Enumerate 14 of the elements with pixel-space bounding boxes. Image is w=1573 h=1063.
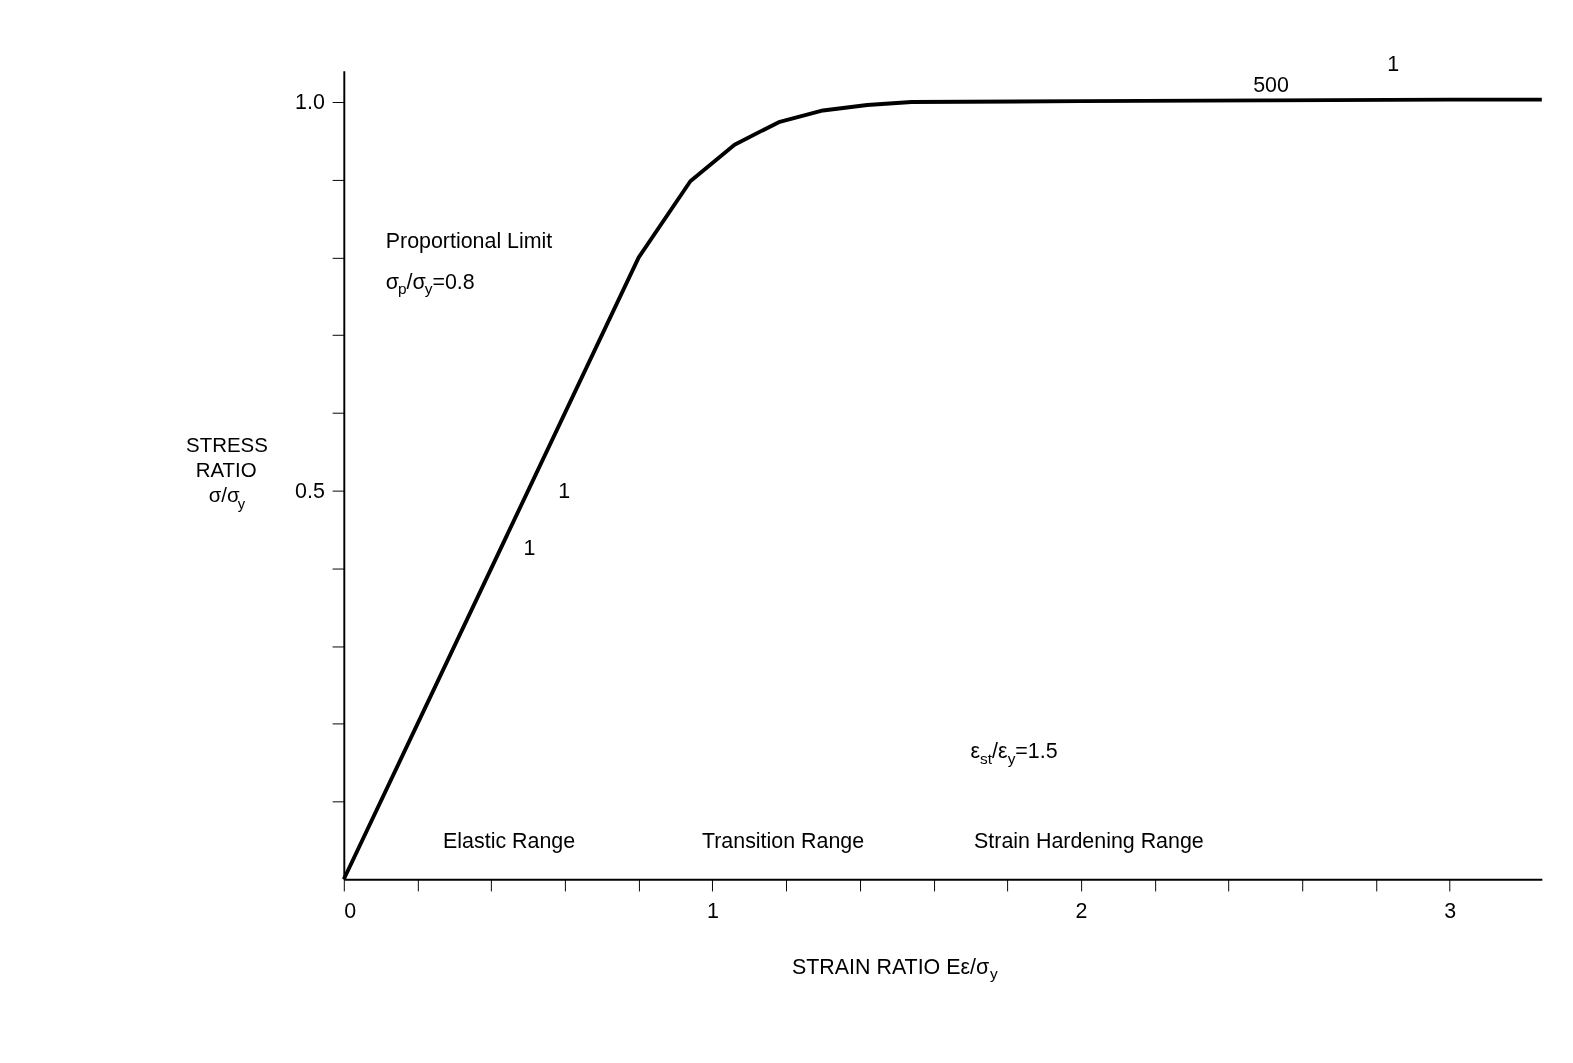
x-tick-label: 3 xyxy=(1444,898,1457,923)
x-tick-label: 1 xyxy=(706,898,719,923)
x-tick-label: 2 xyxy=(1075,898,1088,923)
y-tick-label: 0.5 xyxy=(295,478,325,503)
annotation: Transition Range xyxy=(701,829,865,854)
annotation: 500 xyxy=(1253,73,1290,98)
annotation: 1 xyxy=(523,536,536,561)
annotation: Strain Hardening Range xyxy=(974,829,1204,854)
annotation: 1 xyxy=(558,479,571,504)
annotation: Proportional Limit xyxy=(385,229,553,254)
y-tick-label: 1.0 xyxy=(295,90,325,115)
x-tick-label: 0 xyxy=(344,898,357,923)
annotation: 1 xyxy=(1387,52,1400,77)
annotation: Elastic Range xyxy=(443,829,576,854)
